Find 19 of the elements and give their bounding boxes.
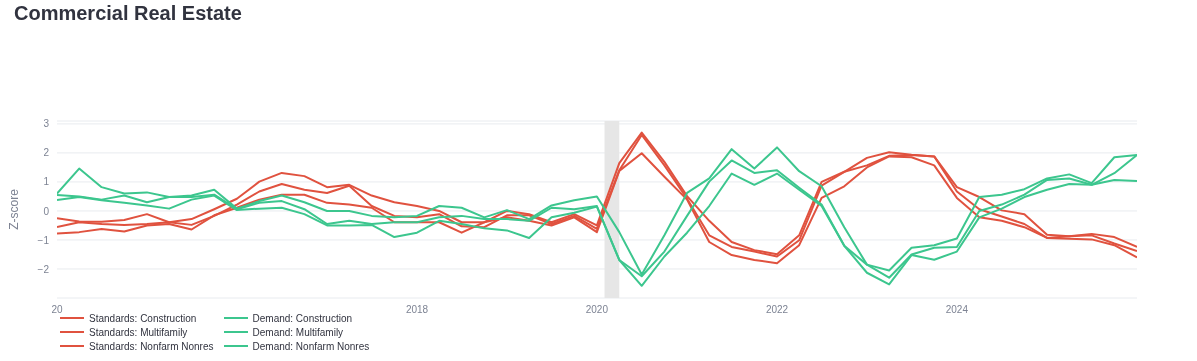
y-tick-label: 0: [43, 205, 50, 217]
x-tick-label: 2022: [765, 304, 789, 316]
legend-label: Standards: Nonfarm Nonres: [89, 340, 214, 352]
x-tick-label: 20: [51, 304, 63, 316]
y-axis-title: Z-score: [7, 188, 22, 230]
y-tick-label: 1: [43, 176, 50, 188]
legend-label: Standards: Construction: [89, 312, 197, 324]
y-tick-label: 2: [43, 147, 50, 159]
y-tick-label: −1: [37, 234, 50, 246]
x-tick-label: 2024: [945, 304, 969, 316]
legend-label: Standards: Multifamily: [89, 326, 188, 338]
y-tick-label: −2: [37, 263, 50, 275]
legend-label: Demand: Multifamily: [252, 326, 344, 338]
legend-label: Demand: Construction: [252, 312, 353, 324]
x-tick-label: 2018: [405, 304, 429, 316]
chart-title: Commercial Real Estate: [14, 2, 242, 25]
legend-label: Demand: Nonfarm Nonres: [252, 340, 370, 352]
y-tick-label: 3: [43, 118, 50, 130]
x-tick-label: 2020: [585, 304, 609, 316]
